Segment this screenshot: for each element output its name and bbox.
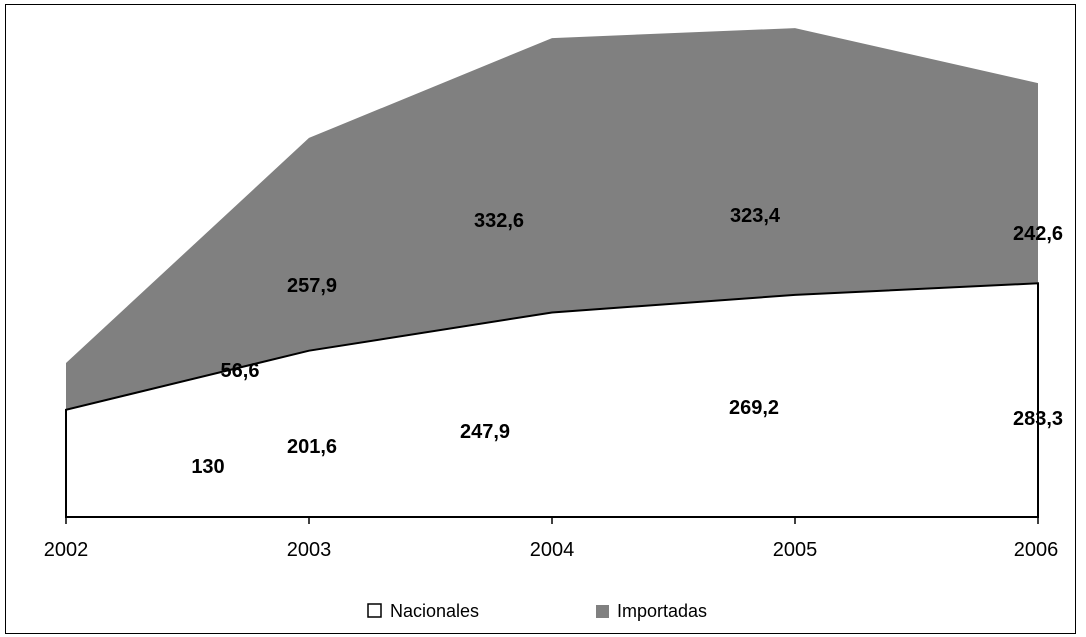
- x-tick-label: 2003: [287, 539, 332, 561]
- legend-label-importadas: Importadas: [617, 601, 707, 621]
- x-axis-ticks: 2002 2003 2004 2005 2006: [44, 517, 1059, 561]
- x-tick-label: 2002: [44, 539, 89, 561]
- data-label-importadas: 332,6: [474, 210, 524, 232]
- legend-swatch-importadas: [596, 605, 609, 618]
- data-label-importadas: 257,9: [287, 275, 337, 297]
- x-tick-label: 2005: [773, 539, 818, 561]
- data-label-nacionales: 247,9: [460, 421, 510, 443]
- area-nacionales: [65, 282, 1039, 518]
- data-label-importadas: 56,6: [221, 360, 260, 382]
- legend-label-nacionales: Nacionales: [390, 601, 479, 621]
- x-tick-label: 2004: [530, 539, 575, 561]
- x-tick-label: 2006: [1014, 539, 1059, 561]
- data-label-nacionales: 283,3: [1013, 408, 1063, 430]
- areas-layer: [65, 28, 1039, 518]
- data-label-nacionales: 269,2: [729, 397, 779, 419]
- data-label-nacionales: 201,6: [287, 436, 337, 458]
- area-importadas: [66, 28, 1038, 410]
- data-label-importadas: 323,4: [730, 205, 781, 227]
- data-labels: 130 201,6 247,9 269,2 283,3 56,6 257,9 332,6 323…: [191, 205, 1063, 478]
- data-label-importadas: 242,6: [1013, 223, 1063, 245]
- legend: Nacionales Importadas: [367, 601, 707, 621]
- data-label-nacionales: 130: [191, 456, 224, 478]
- legend-swatch-nacionales: [367, 603, 382, 618]
